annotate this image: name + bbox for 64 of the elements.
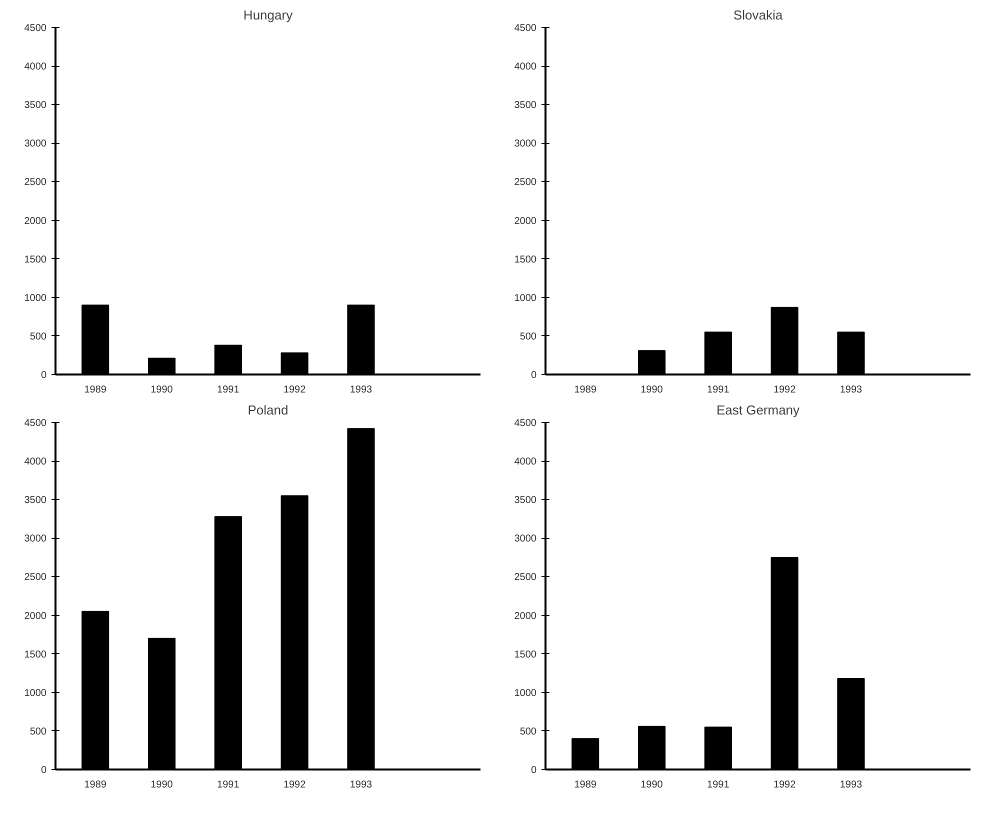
y-tick-label: 2500 xyxy=(24,572,47,584)
y-tick-label: 500 xyxy=(520,726,537,738)
y-tick-label: 1500 xyxy=(24,649,47,660)
y-tick-label: 1500 xyxy=(514,649,537,660)
y-tick-label: 2500 xyxy=(24,177,47,188)
y-tick-label: 1000 xyxy=(514,688,537,699)
y-tick-label: 2000 xyxy=(514,216,537,227)
y-tick-label: 4000 xyxy=(24,62,47,73)
x-tick-label: 1992 xyxy=(773,384,796,396)
y-tick-label: 3500 xyxy=(24,495,47,506)
x-tick-label: 1990 xyxy=(150,384,174,396)
chart-title: Hungary xyxy=(243,8,294,22)
x-tick-label: 1993 xyxy=(350,384,373,396)
x-tick-label: 1991 xyxy=(707,384,730,396)
x-tick-label: 1989 xyxy=(574,780,597,790)
y-tick-label: 4000 xyxy=(24,456,47,468)
x-tick-label: 1992 xyxy=(283,384,306,396)
chart-title: Poland xyxy=(248,402,288,418)
x-tick-label: 1991 xyxy=(217,384,240,396)
y-tick-label: 3500 xyxy=(514,100,537,112)
y-tick-label: 2000 xyxy=(24,216,47,227)
y-tick-label: 1000 xyxy=(24,688,47,699)
y-tick-label: 3000 xyxy=(24,138,47,150)
x-tick-label: 1989 xyxy=(84,384,107,396)
y-tick-label: 0 xyxy=(530,370,537,381)
x-tick-label: 1989 xyxy=(574,384,597,396)
x-tick-label: 1990 xyxy=(150,780,174,790)
y-tick-label: 0 xyxy=(40,370,47,381)
y-tick-label: 3500 xyxy=(24,100,47,112)
chart-title: East Germany xyxy=(716,402,800,418)
y-tick-label: 2500 xyxy=(514,177,537,188)
x-tick-label: 1992 xyxy=(283,780,306,790)
y-tick-label: 1500 xyxy=(514,254,537,266)
y-tick-label: 4000 xyxy=(514,456,537,468)
y-tick-label: 500 xyxy=(30,331,47,342)
chart-title: Slovakia xyxy=(733,8,784,22)
x-tick-label: 1993 xyxy=(840,780,863,790)
y-tick-label: 0 xyxy=(530,765,537,776)
y-tick-label: 2500 xyxy=(514,572,537,584)
y-tick-label: 4500 xyxy=(24,23,47,34)
y-tick-label: 3000 xyxy=(24,534,47,545)
y-tick-label: 2000 xyxy=(514,610,537,622)
y-tick-label: 2000 xyxy=(24,610,47,622)
x-tick-label: 1990 xyxy=(640,384,664,396)
x-tick-label: 1993 xyxy=(350,780,373,790)
y-tick-label: 0 xyxy=(40,765,47,776)
y-tick-label: 1000 xyxy=(24,292,47,304)
y-tick-label: 3000 xyxy=(514,138,537,150)
y-tick-label: 500 xyxy=(520,331,537,342)
y-tick-label: 4500 xyxy=(514,23,537,34)
y-tick-label: 4000 xyxy=(514,62,537,73)
y-tick-label: 1500 xyxy=(24,254,47,266)
x-tick-label: 1990 xyxy=(640,780,664,790)
y-tick-label: 3000 xyxy=(514,534,537,545)
x-tick-label: 1991 xyxy=(707,780,730,790)
y-tick-label: 4500 xyxy=(514,418,537,429)
y-tick-label: 4500 xyxy=(24,418,47,429)
y-tick-label: 1000 xyxy=(514,292,537,304)
x-tick-label: 1991 xyxy=(217,780,240,790)
y-tick-label: 500 xyxy=(30,726,47,738)
x-tick-label: 1992 xyxy=(773,780,796,790)
x-tick-label: 1993 xyxy=(840,384,863,396)
x-tick-label: 1989 xyxy=(84,780,107,790)
y-tick-label: 3500 xyxy=(514,495,537,506)
